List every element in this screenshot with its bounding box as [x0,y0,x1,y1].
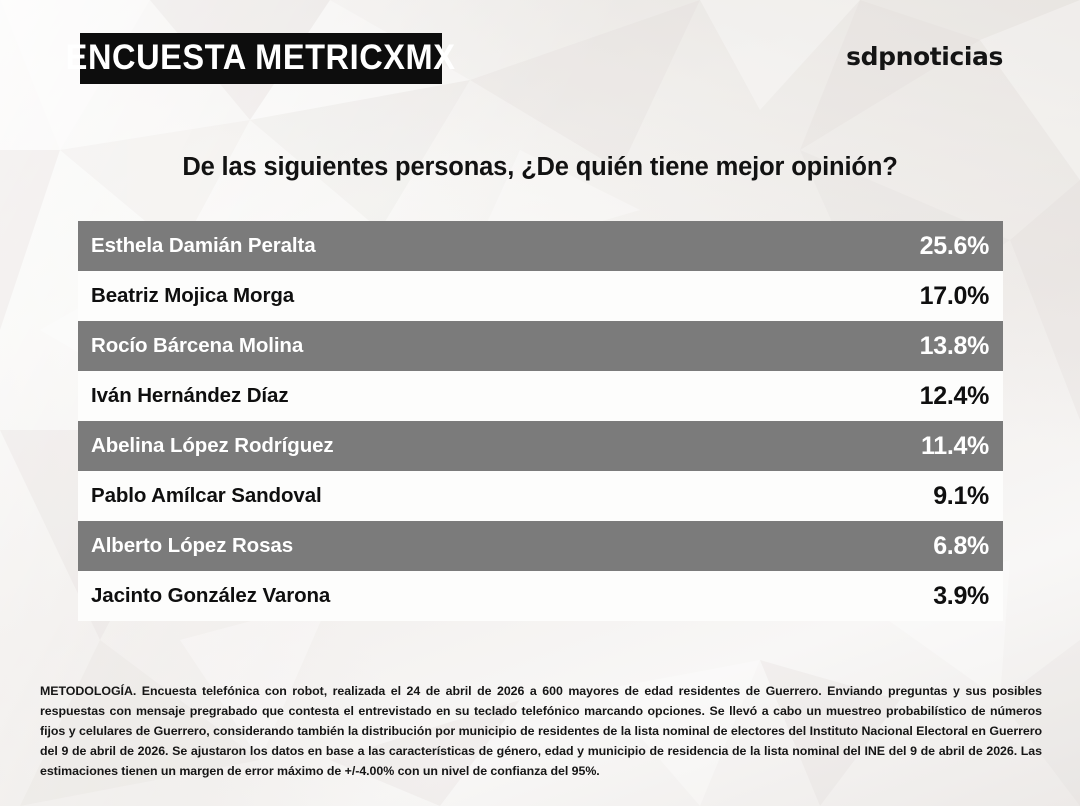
result-row: Pablo Amílcar Sandoval 9.1% [78,471,1003,521]
result-percentage: 25.6% [919,231,990,260]
survey-brand-label: ENCUESTA METRICXMX [66,38,456,77]
result-percentage: 13.8% [919,331,990,360]
methodology-note: METODOLOGÍA. Encuesta telefónica con rob… [40,684,1042,779]
result-percentage: 11.4% [920,431,989,460]
result-candidate-name: Pablo Amílcar Sandoval [91,484,322,507]
result-row: Beatriz Mojica Morga 17.0% [78,271,1003,321]
result-row: Abelina López Rodríguez 11.4% [78,421,1003,471]
header: ENCUESTA METRICXMX sdpnoticias [0,0,1080,110]
result-candidate-name: Alberto López Rosas [91,534,293,557]
result-percentage: 3.9% [933,581,989,610]
result-row: Jacinto González Varona 3.9% [78,571,1003,621]
result-row: Alberto López Rosas 6.8% [78,521,1003,571]
result-candidate-name: Rocío Bárcena Molina [91,334,304,357]
result-percentage: 17.0% [919,281,990,310]
result-candidate-name: Beatriz Mojica Morga [91,284,295,307]
result-candidate-name: Jacinto González Varona [91,584,331,607]
result-row: Esthela Damián Peralta 25.6% [78,221,1003,271]
result-candidate-name: Esthela Damián Peralta [91,234,316,257]
result-candidate-name: Abelina López Rodríguez [91,434,334,457]
poll-question: De las siguientes personas, ¿De quién ti… [182,153,898,182]
sdpnoticias-logo: sdpnoticias [846,42,1003,71]
result-row: Iván Hernández Díaz 12.4% [78,371,1003,421]
survey-brand-band: ENCUESTA METRICXMX [66,33,455,84]
results-table: Esthela Damián Peralta 25.6% Beatriz Mojic… [78,221,1003,621]
result-candidate-name: Iván Hernández Díaz [91,384,289,407]
result-percentage: 6.8% [933,531,989,560]
result-percentage: 12.4% [919,381,990,410]
result-row: Rocío Bárcena Molina 13.8% [78,321,1003,371]
result-percentage: 9.1% [933,481,989,510]
